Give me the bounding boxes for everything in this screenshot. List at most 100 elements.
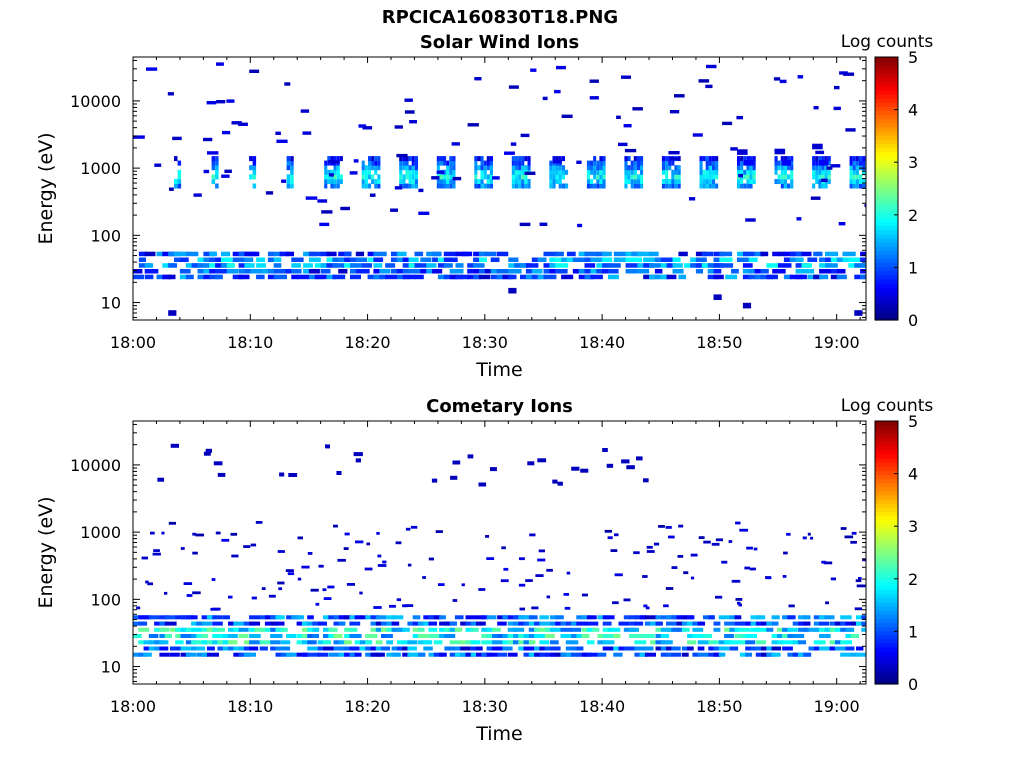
heatmap-cell: [147, 582, 153, 586]
heatmap-cell: [860, 269, 866, 274]
heatmap-cell: [324, 174, 328, 180]
heatmap-cell: [474, 179, 478, 184]
heatmap-cell: [666, 640, 673, 645]
heatmap-cell: [750, 621, 759, 626]
heatmap-cell: [395, 541, 402, 545]
heatmap-cell: [431, 478, 438, 483]
heatmap-cell: [373, 251, 387, 257]
heatmap-cell: [849, 183, 853, 189]
heatmap-cell: [408, 156, 412, 162]
heatmap-cell: [821, 156, 825, 162]
heatmap-cell: [391, 652, 401, 657]
heatmap-cell: [414, 169, 418, 175]
heatmap-cell: [528, 621, 537, 626]
heatmap-cell: [336, 169, 340, 175]
heatmap-cell: [336, 471, 342, 475]
heatmap-cell: [324, 169, 328, 175]
heatmap-cell: [377, 174, 381, 180]
colorbar-label: Log counts: [841, 32, 934, 52]
heatmap-cell: [290, 179, 294, 184]
heatmap-cell: [436, 170, 445, 174]
heatmap-cell: [164, 621, 177, 626]
heatmap-cell: [222, 615, 230, 620]
heatmap-cell: [212, 627, 221, 632]
heatmap-cell: [217, 634, 225, 638]
heatmap-cell: [531, 257, 543, 262]
heatmap-cell: [561, 114, 573, 118]
heatmap-cell: [677, 156, 681, 162]
heatmap-cell: [743, 174, 747, 180]
heatmap-cell: [291, 615, 301, 620]
heatmap-cell: [337, 558, 346, 562]
heatmap-cell: [414, 179, 418, 184]
heatmap-cell: [414, 183, 418, 189]
heatmap-cell: [660, 640, 671, 645]
heatmap-cell: [374, 160, 378, 166]
heatmap-cell: [143, 615, 151, 620]
heatmap-cell: [338, 269, 348, 274]
heatmap-cell: [262, 269, 270, 274]
heatmap-cell: [470, 627, 479, 632]
heatmap-cell: [286, 652, 297, 657]
heatmap-cell: [497, 621, 507, 626]
heatmap-cell: [141, 556, 148, 560]
heatmap-cell: [859, 174, 863, 180]
heatmap-cell: [444, 627, 454, 632]
heatmap-cell: [159, 621, 168, 626]
heatmap-cell: [439, 179, 443, 184]
heatmap-cell: [739, 652, 748, 657]
heatmap-cell: [576, 621, 588, 626]
heatmap-cell: [252, 160, 257, 166]
heatmap-cell: [705, 179, 709, 184]
heatmap-cell: [713, 646, 723, 651]
heatmap-cell: [524, 179, 528, 184]
heatmap-cell: [452, 179, 456, 184]
heatmap-cell: [746, 165, 750, 171]
heatmap-cell: [175, 634, 184, 638]
heatmap-cell: [644, 646, 654, 651]
heatmap-cell: [467, 263, 476, 268]
heatmap-cell: [523, 621, 531, 626]
heatmap-cell: [249, 69, 260, 73]
heatmap-cell: [302, 131, 312, 135]
heatmap-cell: [492, 176, 500, 180]
heatmap-cell: [752, 179, 756, 184]
heatmap-cell: [364, 179, 368, 184]
heatmap-cell: [549, 183, 553, 189]
heatmap-cell: [539, 646, 549, 651]
heatmap-cell: [782, 627, 792, 632]
heatmap-cell: [654, 542, 660, 546]
heatmap-cell: [815, 165, 819, 171]
heatmap-cell: [138, 251, 147, 257]
heatmap-cell: [297, 536, 303, 540]
heatmap-cell: [449, 156, 453, 162]
heatmap-cell: [819, 257, 829, 262]
heatmap-cell: [267, 269, 276, 274]
heatmap-cell: [549, 179, 553, 184]
heatmap-cell: [672, 257, 681, 262]
heatmap-cell: [301, 621, 310, 626]
heatmap-cell: [249, 165, 253, 171]
heatmap-cell: [179, 269, 191, 274]
heatmap-cell: [599, 160, 603, 166]
heatmap-cell: [420, 269, 432, 274]
heatmap-cell: [349, 634, 362, 638]
y-tick-label: 10000: [70, 92, 121, 111]
heatmap-cell: [411, 179, 415, 184]
heatmap-cell: [324, 183, 328, 189]
heatmap-cell: [327, 169, 331, 175]
heatmap-cell: [180, 634, 193, 638]
heatmap-cell: [254, 627, 264, 632]
heatmap-cell: [449, 165, 453, 171]
heatmap-cell: [624, 174, 628, 180]
heatmap-cell: [748, 274, 760, 280]
heatmap-cell: [436, 183, 440, 189]
heatmap-cell: [221, 538, 230, 542]
heatmap-cell: [307, 615, 314, 620]
heatmap-cell: [286, 160, 291, 166]
heatmap-cell: [407, 621, 416, 626]
heatmap-cell: [527, 461, 535, 466]
heatmap-cell: [371, 160, 375, 166]
